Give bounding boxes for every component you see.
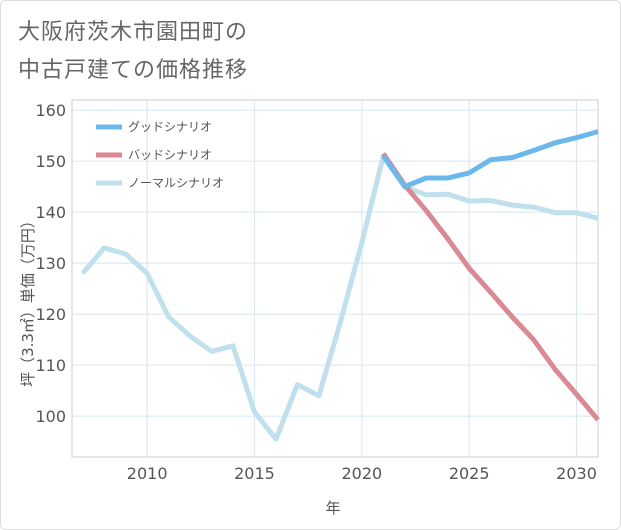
y-tick-labels: 100 110 120 130 140 150 160	[35, 101, 66, 426]
y-tick-label: 110	[35, 356, 66, 375]
chart-title: 大阪府茨木市園田町の 中古戸建ての価格推移	[18, 14, 248, 90]
legend-label-bad: バッドシナリオ	[128, 148, 212, 162]
y-tick-label: 120	[35, 305, 66, 324]
x-tick-label: 2020	[341, 464, 382, 483]
series-lines	[80, 129, 600, 442]
y-axis-label: 坪（3.3㎡）単価（万円）	[19, 213, 37, 387]
x-tick-label: 2025	[449, 464, 490, 483]
y-tick-label: 130	[35, 254, 66, 273]
x-axis-label: 年	[325, 499, 340, 517]
y-tick-label: 140	[35, 203, 66, 222]
series-line-good	[381, 129, 599, 190]
x-tick-label: 2010	[127, 464, 168, 483]
x-tick-labels: 2010 2015 2020 2025 2030	[127, 464, 597, 483]
legend-label-good: グッドシナリオ	[128, 120, 212, 134]
x-tick-label: 2030	[556, 464, 597, 483]
y-tick-label: 100	[35, 407, 66, 426]
title-line-2: 中古戸建ての価格推移	[18, 58, 249, 83]
series-line-bad	[381, 152, 600, 422]
y-tick-label: 150	[35, 152, 66, 171]
x-tick-label: 2015	[234, 464, 275, 483]
title-line-1: 大阪府茨木市園田町の	[18, 20, 249, 45]
legend-label-normal: ノーマルシナリオ	[128, 176, 224, 190]
y-tick-label: 160	[35, 101, 66, 120]
series-line-normal	[80, 153, 599, 442]
